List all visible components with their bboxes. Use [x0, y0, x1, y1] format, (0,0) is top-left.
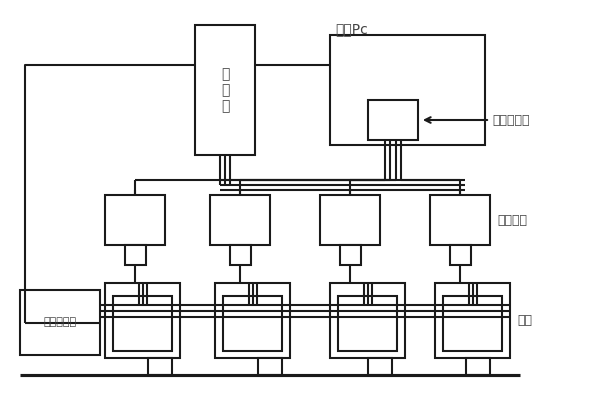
- Bar: [338, 296, 397, 351]
- Bar: [330, 283, 405, 358]
- Bar: [195, 25, 255, 155]
- Bar: [229, 245, 251, 265]
- Text: 控
制
器: 控 制 器: [221, 67, 229, 113]
- Bar: [105, 283, 180, 358]
- Bar: [435, 283, 510, 358]
- Bar: [443, 296, 502, 351]
- Text: 光源: 光源: [517, 314, 532, 326]
- Bar: [113, 296, 172, 351]
- Bar: [210, 195, 270, 245]
- Bar: [466, 358, 490, 375]
- Bar: [215, 283, 290, 358]
- Bar: [20, 290, 100, 355]
- Text: 光源控制器: 光源控制器: [43, 318, 77, 328]
- Bar: [368, 100, 418, 140]
- Bar: [223, 296, 282, 351]
- Text: 工业相机: 工业相机: [497, 214, 527, 226]
- Bar: [148, 358, 172, 375]
- Text: 工业Pc: 工业Pc: [335, 22, 368, 36]
- Bar: [125, 245, 146, 265]
- Bar: [449, 245, 470, 265]
- Bar: [258, 358, 282, 375]
- Bar: [430, 195, 490, 245]
- Text: 图像采集卡: 图像采集卡: [492, 114, 530, 126]
- Bar: [320, 195, 380, 245]
- Bar: [368, 358, 392, 375]
- Bar: [330, 35, 485, 145]
- Bar: [105, 195, 165, 245]
- Bar: [340, 245, 361, 265]
